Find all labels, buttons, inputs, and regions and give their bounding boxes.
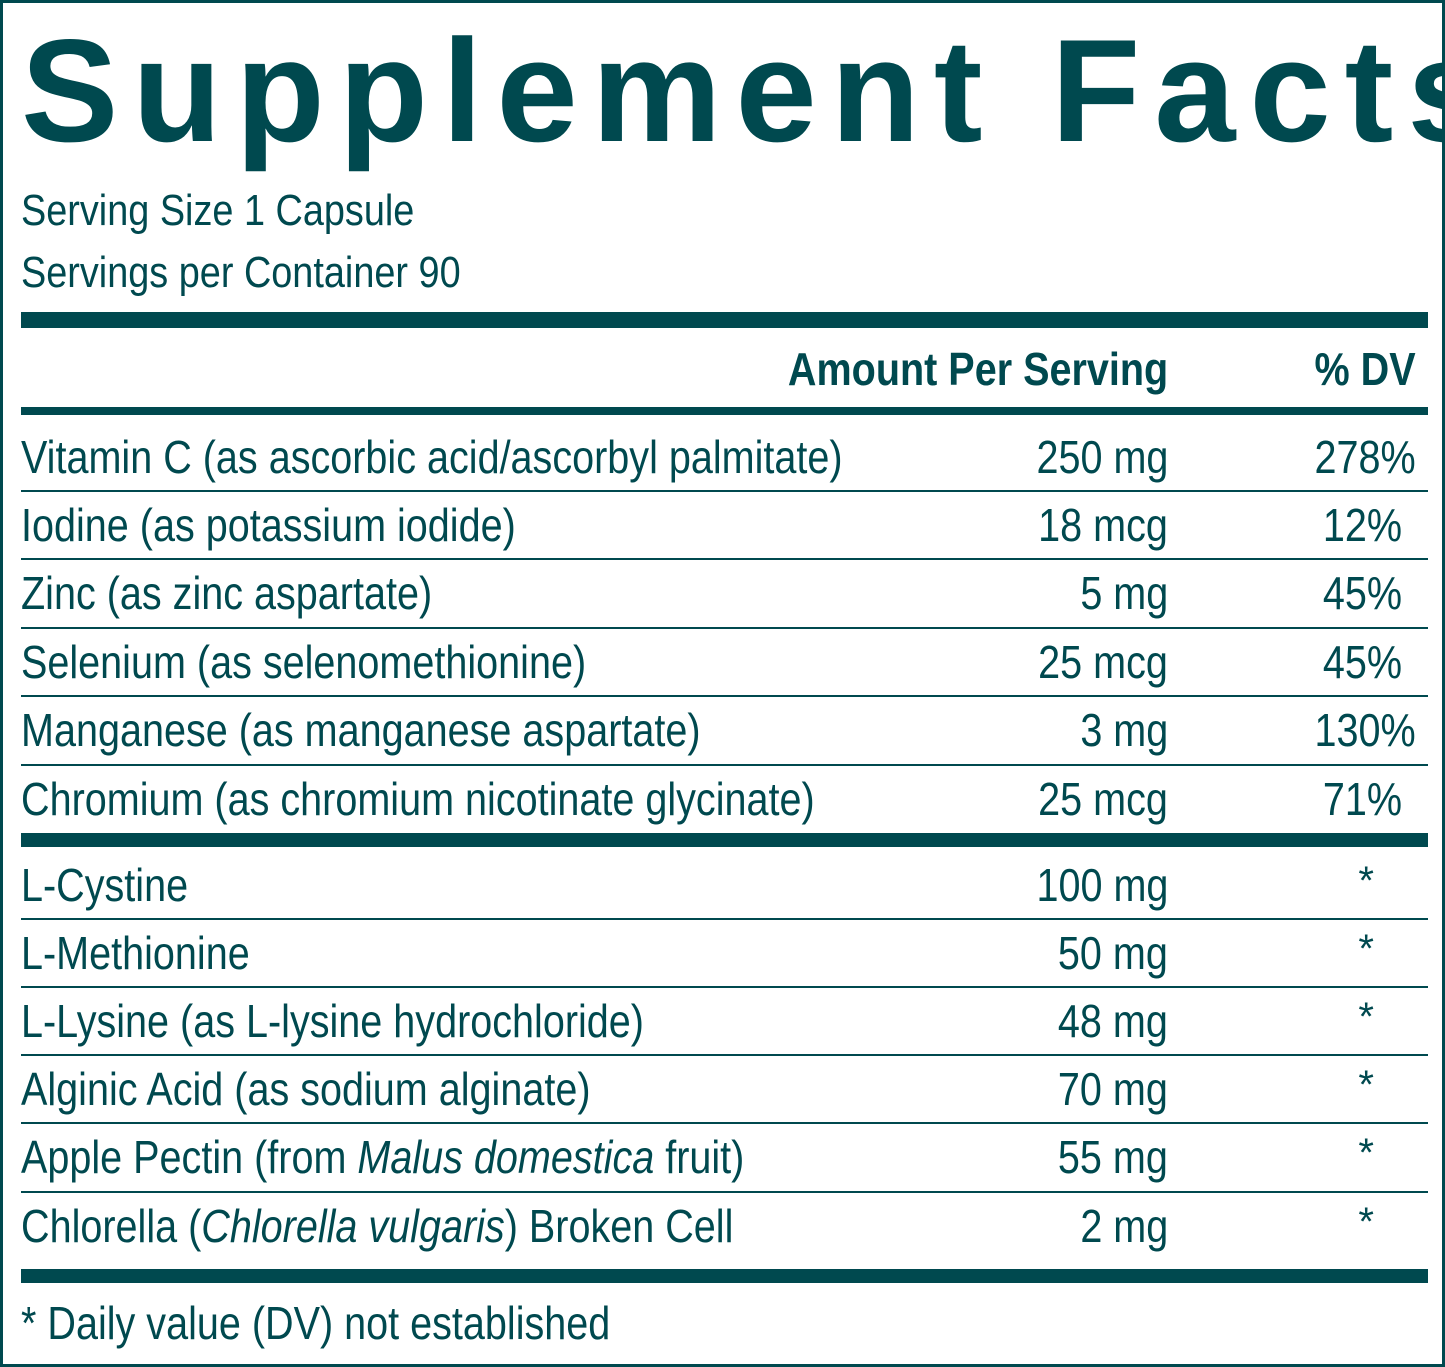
- name-species: Malus domestica: [357, 1131, 655, 1183]
- ingredient-dv: 278%: [1314, 431, 1416, 483]
- ingredient-dv: 45%: [1322, 567, 1402, 619]
- ingredient-name: Chromium (as chromium nicotinate glycina…: [21, 773, 815, 825]
- table-row: Chromium (as chromium nicotinate glycina…: [21, 765, 1428, 833]
- section-divider: [21, 833, 1428, 847]
- ingredient-dv: *: [1358, 1131, 1374, 1175]
- ingredient-amount: 25 mcg: [1038, 773, 1168, 825]
- footnote: * Daily value (DV) not established: [21, 1297, 611, 1349]
- ingredient-name: Zinc (as zinc aspartate): [21, 567, 433, 619]
- ingredient-name: Manganese (as manganese aspartate): [21, 704, 701, 756]
- header-amount: Amount Per Serving: [787, 343, 1168, 395]
- row-divider: [21, 695, 1428, 697]
- ingredient-amount: 3 mg: [1080, 704, 1168, 756]
- name-suffix: ) Broken Cell: [504, 1200, 734, 1252]
- row-divider: [21, 1054, 1428, 1056]
- ingredient-amount: 55 mg: [1058, 1131, 1168, 1183]
- row-divider: [21, 986, 1428, 988]
- ingredient-dv: 130%: [1314, 704, 1416, 756]
- ingredient-dv: *: [1358, 859, 1374, 903]
- ingredient-amount: 2 mg: [1080, 1200, 1168, 1252]
- table-row: L-Lysine (as L-lysine hydrochloride) 48 …: [21, 987, 1428, 1055]
- row-divider: [21, 558, 1428, 560]
- table-row: Zinc (as zinc aspartate) 5 mg 45%: [21, 559, 1428, 627]
- ingredient-dv: *: [1358, 995, 1374, 1039]
- header-divider: [21, 407, 1428, 415]
- table-row: Alginic Acid (as sodium alginate) 70 mg …: [21, 1055, 1428, 1123]
- row-divider: [21, 627, 1428, 629]
- table-row: Chlorella (Chlorella vulgaris) Broken Ce…: [21, 1192, 1428, 1260]
- name-prefix: Chlorella (: [21, 1200, 202, 1252]
- ingredient-dv: 12%: [1322, 499, 1402, 551]
- ingredient-name: L-Lysine (as L-lysine hydrochloride): [21, 995, 644, 1047]
- ingredient-amount: 5 mg: [1080, 567, 1168, 619]
- name-prefix: Apple Pectin (from: [21, 1131, 358, 1183]
- row-divider: [21, 764, 1428, 766]
- name-species: Chlorella vulgaris: [201, 1200, 505, 1252]
- ingredient-name: Alginic Acid (as sodium alginate): [21, 1063, 591, 1115]
- ingredient-name: Selenium (as selenomethionine): [21, 636, 587, 688]
- ingredient-amount: 100 mg: [1036, 859, 1168, 911]
- table-row: Vitamin C (as ascorbic acid/ascorbyl pal…: [21, 423, 1428, 491]
- header-dv: % DV: [1314, 343, 1416, 395]
- ingredient-dv: *: [1358, 927, 1374, 971]
- ingredient-amount: 18 mcg: [1038, 499, 1168, 551]
- table-row: L-Methionine 50 mg *: [21, 919, 1428, 987]
- row-divider: [21, 1122, 1428, 1124]
- ingredient-amount: 25 mcg: [1038, 636, 1168, 688]
- row-divider: [21, 1191, 1428, 1193]
- ingredient-dv: 45%: [1322, 636, 1402, 688]
- ingredient-dv: *: [1358, 1200, 1374, 1244]
- ingredient-name: Apple Pectin (from Malus domestica fruit…: [21, 1123, 744, 1191]
- servings-per-container: Servings per Container 90: [21, 248, 461, 297]
- table-row: Manganese (as manganese aspartate) 3 mg …: [21, 696, 1428, 764]
- ingredient-amount: 48 mg: [1058, 995, 1168, 1047]
- row-divider: [21, 490, 1428, 492]
- thick-divider: [21, 312, 1428, 328]
- ingredient-name: L-Cystine: [21, 859, 189, 911]
- ingredient-amount: 250 mg: [1036, 431, 1168, 483]
- ingredient-name: Vitamin C (as ascorbic acid/ascorbyl pal…: [21, 431, 843, 483]
- table-row: Iodine (as potassium iodide) 18 mcg 12%: [21, 491, 1428, 559]
- serving-size: Serving Size 1 Capsule: [21, 186, 415, 235]
- table-row: L-Cystine 100 mg *: [21, 851, 1428, 919]
- table-row: Apple Pectin (from Malus domestica fruit…: [21, 1123, 1428, 1191]
- row-divider: [21, 918, 1428, 920]
- table-row: Selenium (as selenomethionine) 25 mcg 45…: [21, 628, 1428, 696]
- ingredient-name: L-Methionine: [21, 927, 250, 979]
- panel-title: Supplement Facts: [21, 9, 1445, 172]
- ingredient-name: Chlorella (Chlorella vulgaris) Broken Ce…: [21, 1192, 733, 1260]
- name-suffix: fruit): [654, 1131, 745, 1183]
- ingredient-amount: 70 mg: [1058, 1063, 1168, 1115]
- ingredient-name: Iodine (as potassium iodide): [21, 499, 516, 551]
- ingredient-dv: *: [1358, 1063, 1374, 1107]
- ingredient-dv: 71%: [1322, 773, 1402, 825]
- bottom-divider: [21, 1269, 1428, 1283]
- ingredient-amount: 50 mg: [1058, 927, 1168, 979]
